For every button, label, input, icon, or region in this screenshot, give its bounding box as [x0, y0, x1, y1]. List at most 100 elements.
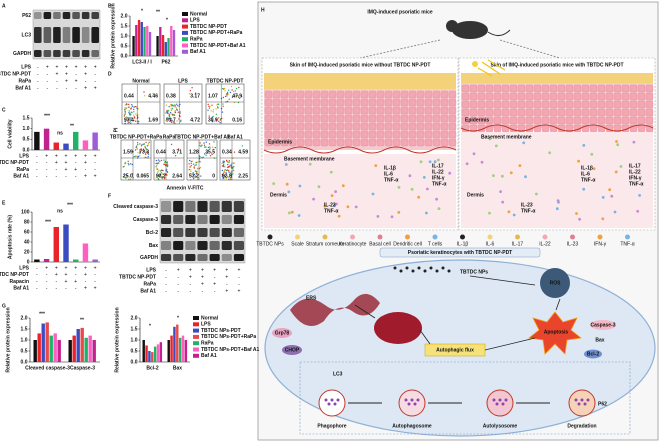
legend-icon	[625, 234, 630, 240]
condition-sign: +	[225, 274, 228, 280]
flow-dot	[171, 107, 174, 110]
blot-band	[209, 241, 220, 250]
cytokine: TNF-α	[521, 208, 536, 214]
keratinocyte	[517, 84, 526, 93]
keratinocyte	[296, 106, 305, 115]
legend-label: LPS	[201, 322, 211, 328]
flow-dot	[212, 115, 214, 118]
flow-dot	[179, 115, 181, 118]
condition-sign: -	[46, 279, 48, 285]
blot-band	[161, 201, 172, 212]
y-tick-label: 20	[24, 249, 30, 255]
keratinocyte	[557, 108, 566, 117]
immune-cell	[390, 215, 394, 219]
flow-dot	[218, 120, 220, 123]
flow-dot	[205, 141, 207, 143]
keratinocyte	[376, 106, 385, 115]
flow-dot	[136, 142, 139, 144]
flow-dot	[232, 90, 235, 93]
flow-dot	[123, 115, 126, 117]
flow-dot	[147, 152, 149, 154]
flow-dot	[168, 106, 170, 108]
flow-dot	[229, 164, 231, 166]
flow-title: TBTDC NP-PDT+Baf A1	[174, 134, 230, 140]
keratinocyte	[525, 108, 534, 117]
flow-dot	[166, 112, 169, 114]
bar	[176, 324, 179, 362]
keratinocyte	[549, 84, 558, 93]
flow-dot	[131, 163, 133, 166]
flow-dot	[131, 104, 133, 106]
flow-dot	[208, 143, 211, 145]
keratinocyte	[589, 116, 598, 125]
flow-dot	[173, 122, 175, 124]
nanoparticle	[417, 266, 421, 270]
keratinocyte	[320, 138, 329, 147]
condition-sign: -	[85, 167, 87, 173]
keratinocyte	[549, 100, 558, 109]
keratinocyte	[296, 114, 305, 123]
blot-band	[62, 50, 71, 57]
flow-dot	[211, 104, 213, 106]
flow-dot	[133, 108, 135, 111]
flow-dot	[228, 178, 230, 180]
keratinocyte	[424, 130, 433, 139]
significance: ns	[57, 130, 63, 136]
flow-dot	[230, 178, 232, 181]
condition-sign: -	[94, 272, 96, 278]
keratinocyte	[408, 138, 417, 147]
keratinocyte	[517, 100, 526, 109]
legend-label: Dendritic cell	[393, 241, 422, 247]
quadrant-value: 4.46	[148, 93, 158, 99]
ers-label: ERS	[306, 295, 317, 301]
keratinocyte	[336, 114, 345, 123]
legend-label: Baf A1	[190, 49, 206, 55]
blot-band	[197, 254, 208, 261]
condition-sign: -	[75, 286, 77, 292]
keratinocyte	[320, 122, 329, 131]
keratinocyte	[280, 138, 289, 147]
blot-band	[185, 228, 196, 237]
light-rays	[477, 59, 506, 77]
flow-dot	[238, 97, 241, 99]
keratinocyte	[280, 106, 289, 115]
quadrant-value: 4.59	[238, 149, 248, 155]
keratinocyte	[448, 98, 457, 107]
immune-cell	[488, 137, 492, 141]
keratinocyte	[328, 122, 337, 131]
condition-label: LPS	[21, 64, 31, 70]
bar	[184, 340, 188, 362]
flow-dot	[231, 96, 234, 99]
immune-cell	[354, 205, 358, 209]
condition-sign: +	[65, 153, 68, 159]
flow-dot	[205, 146, 207, 148]
band-label: GAPDH	[13, 51, 31, 57]
flow-dot	[156, 175, 158, 178]
condition-label: Baf A1	[15, 85, 31, 91]
y-tick-label: 0.0	[121, 53, 128, 59]
keratinocyte	[621, 108, 630, 117]
legend-label: IFN-γ	[594, 241, 607, 247]
flow-dot	[228, 161, 230, 164]
condition-label: Baf A1	[13, 286, 29, 292]
flow-dot	[226, 95, 228, 97]
immune-cell	[337, 214, 341, 218]
keratinocyte	[368, 130, 377, 139]
keratinocyte	[485, 116, 494, 125]
keratinocyte	[400, 106, 409, 115]
quadrant-value: 91.7	[166, 117, 176, 123]
keratinocyte	[272, 98, 281, 107]
keratinocyte	[424, 98, 433, 107]
flow-dot	[233, 170, 235, 172]
keratinocyte	[312, 122, 321, 131]
keratinocyte	[320, 106, 329, 115]
legend-label: IL-22	[539, 241, 551, 247]
legend-label: Normal	[201, 315, 219, 321]
keratinocyte	[565, 108, 574, 117]
y-tick-label: 0.0	[23, 147, 30, 153]
quadrant-value: 3.17	[190, 93, 200, 99]
condition-sign: -	[94, 160, 96, 166]
keratinocyte	[509, 84, 518, 93]
y-tick-label: 0	[27, 259, 30, 265]
immune-cell	[437, 158, 440, 162]
